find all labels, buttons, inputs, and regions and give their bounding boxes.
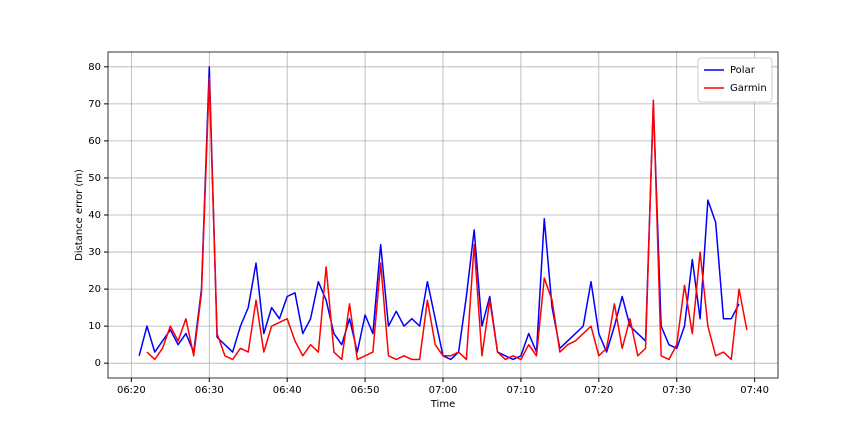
legend-label: Garmin	[730, 83, 767, 94]
legend-label: Polar	[730, 65, 756, 76]
series-line	[138, 66, 740, 361]
y-tick-label: 70	[88, 99, 101, 110]
x-tick-label: 06:50	[351, 385, 380, 396]
x-tick-label: 06:40	[273, 385, 302, 396]
y-tick-label: 80	[88, 62, 101, 73]
y-tick-label: 10	[88, 321, 101, 332]
x-tick-label: 07:10	[506, 385, 535, 396]
y-tick-label: 50	[88, 173, 101, 184]
x-tick-label: 06:20	[117, 385, 146, 396]
x-axis-label: Time	[430, 399, 455, 410]
y-axis-label: Distance error (m)	[74, 169, 85, 261]
plot-frame	[107, 51, 779, 379]
legend: Polar Garmin	[697, 57, 773, 103]
y-tick-label: 20	[88, 284, 101, 295]
x-tick-label: 06:30	[195, 385, 224, 396]
y-tick-label: 60	[88, 136, 101, 147]
x-tick-label: 07:20	[584, 385, 613, 396]
y-tick-label: 0	[95, 358, 101, 369]
x-tick-label: 07:40	[740, 385, 769, 396]
legend-box	[697, 57, 773, 103]
y-tick-label: 30	[88, 247, 101, 258]
x-tick-label: 07:30	[662, 385, 691, 396]
series-line	[146, 77, 748, 361]
y-tick-label: 40	[88, 210, 101, 221]
x-tick-label: 07:00	[429, 385, 458, 396]
